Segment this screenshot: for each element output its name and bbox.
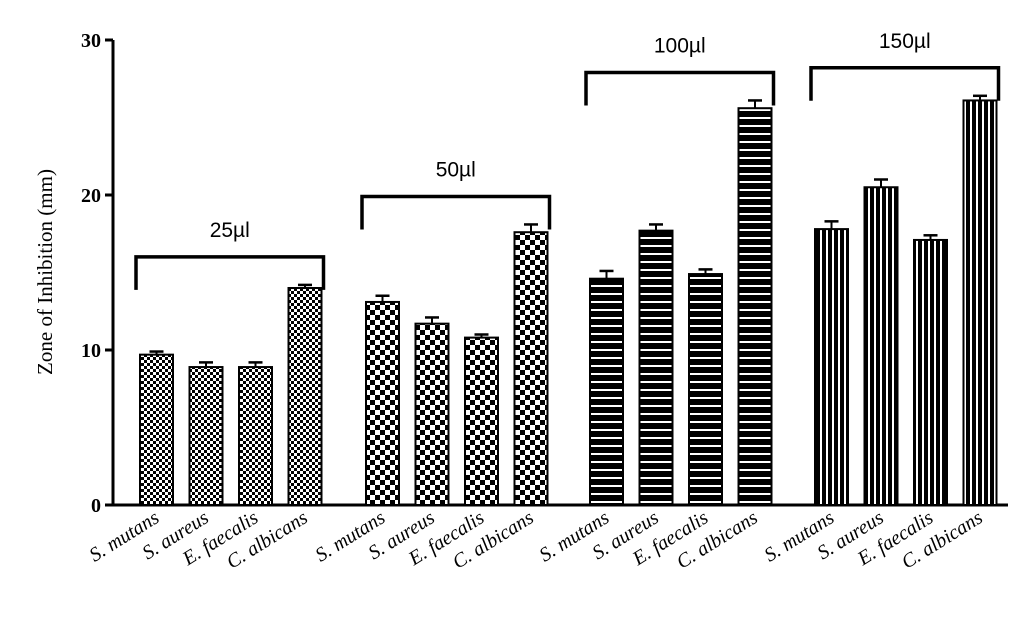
- bar: [513, 231, 549, 506]
- group-label: 100µl: [654, 34, 706, 57]
- bar: [913, 238, 948, 506]
- bar: [688, 273, 723, 506]
- group-bracket: [360, 194, 552, 230]
- bar: [638, 229, 674, 506]
- bar: [365, 300, 400, 507]
- y-tick-label: 0: [91, 495, 101, 517]
- group-label: 25µl: [210, 219, 250, 242]
- group-bracket: [809, 66, 1001, 101]
- bar: [814, 228, 849, 506]
- group-label: 150µl: [879, 30, 931, 53]
- bar: [414, 322, 450, 506]
- bar: [962, 99, 998, 506]
- group-label: 50µl: [436, 158, 476, 181]
- bar: [287, 287, 323, 506]
- y-tick-label: 10: [81, 340, 101, 362]
- bar: [188, 366, 224, 506]
- bar: [737, 107, 773, 506]
- bar: [139, 353, 174, 506]
- y-axis-label: Zone of Inhibition (mm): [33, 169, 57, 375]
- group-bracket: [134, 255, 326, 290]
- y-tick-label: 20: [81, 185, 101, 207]
- bar: [863, 186, 899, 506]
- bar: [464, 336, 499, 506]
- group-bracket: [584, 70, 776, 106]
- bar: [238, 366, 273, 506]
- bar: [589, 277, 624, 507]
- y-tick-label: 30: [81, 30, 101, 52]
